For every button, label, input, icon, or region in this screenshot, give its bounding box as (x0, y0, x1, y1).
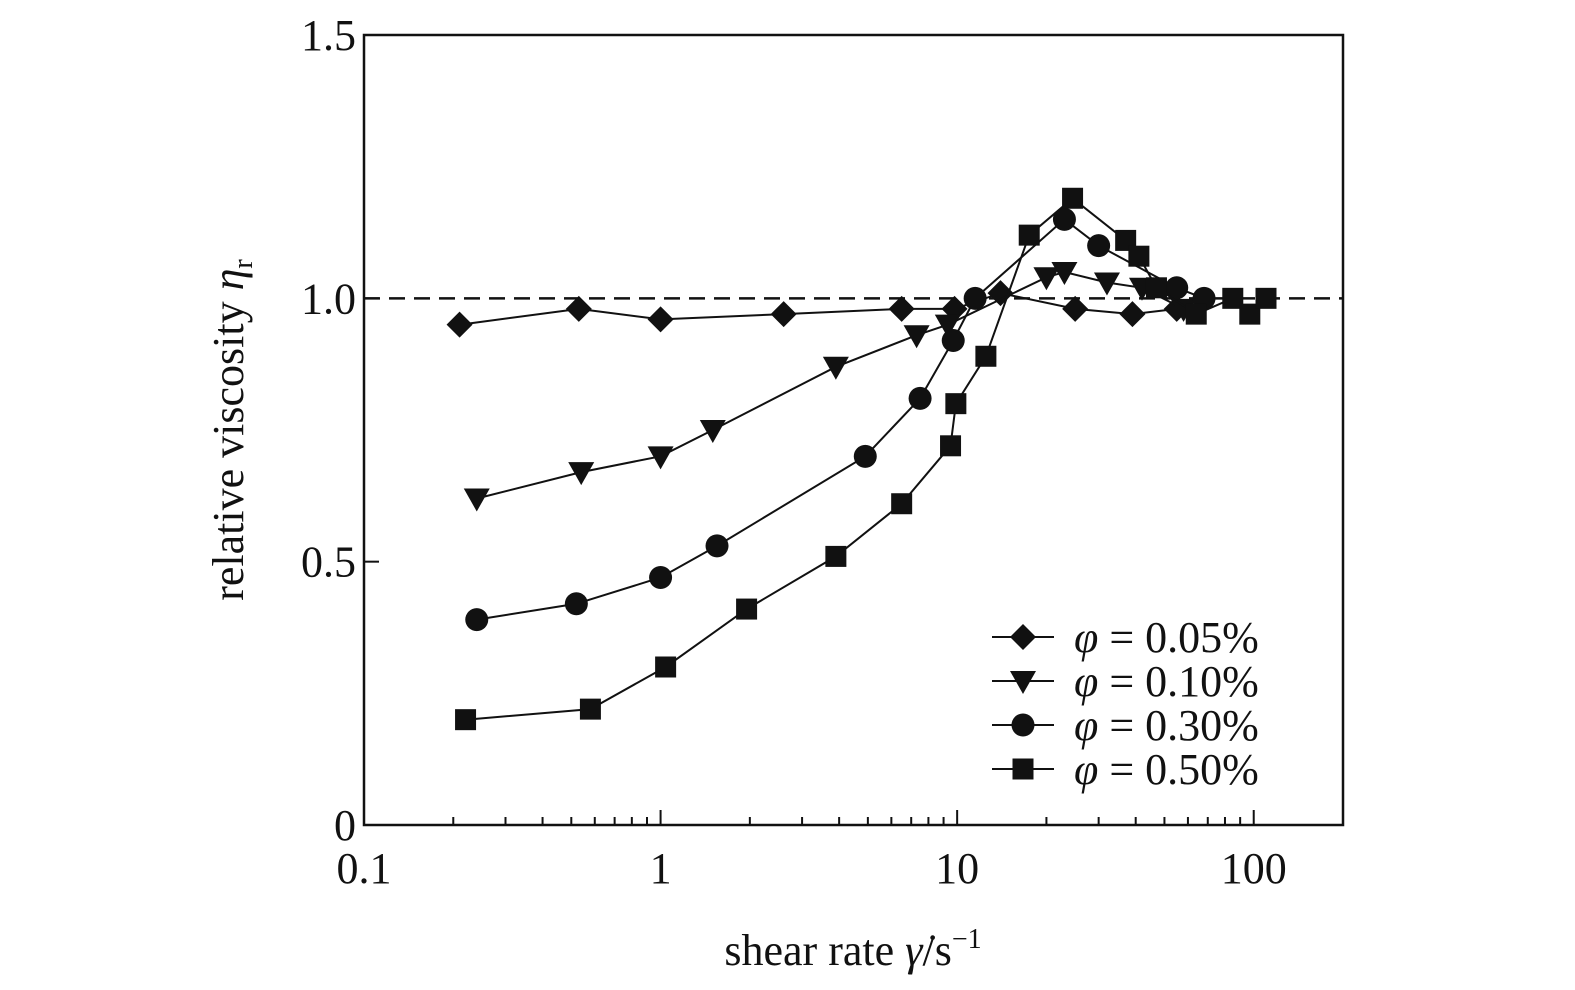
y-tick-label: 0 (334, 801, 356, 850)
x-minor-ticks (452, 817, 1242, 825)
data-point (891, 493, 913, 515)
y-tick-label: 1.0 (301, 274, 356, 323)
data-point (1128, 245, 1150, 267)
data-point (568, 462, 595, 486)
data-point (655, 656, 677, 678)
data-point (1255, 287, 1277, 309)
data-point (888, 295, 915, 322)
series-circle (465, 207, 1216, 632)
x-axis-label: shear rate γ̇/s−1 (724, 924, 981, 975)
legend-marker (1010, 624, 1036, 650)
legend-symbol: φ (1074, 613, 1098, 662)
data-point (770, 301, 797, 328)
data-point (963, 286, 987, 310)
x-axis-label-sup: −1 (952, 924, 982, 955)
data-point (647, 306, 674, 333)
data-point (1185, 303, 1207, 325)
data-point (825, 545, 847, 567)
data-point (446, 311, 473, 338)
series-triangle-down (463, 262, 1197, 512)
y-tick-label: 1.5 (301, 11, 356, 60)
x-tick-label: 100 (1221, 844, 1287, 893)
data-point (1051, 262, 1078, 285)
legend-item: φ = 0.50% (992, 745, 1259, 794)
data-point (1087, 234, 1111, 258)
data-point (649, 565, 673, 589)
x-tick-label: 1 (650, 844, 672, 893)
data-point (1033, 267, 1060, 291)
data-point (699, 420, 726, 443)
data-point (1145, 277, 1167, 299)
series-line (476, 218, 1205, 621)
data-point (455, 709, 477, 731)
y-axis-label: relative viscosity ηr (204, 259, 259, 601)
x-tick-label: 0.1 (337, 844, 392, 893)
legend-item: φ = 0.30% (992, 701, 1259, 750)
plot-frame (362, 33, 1345, 827)
y-axis-label-symbol: η (204, 269, 253, 291)
data-point (945, 393, 967, 415)
legend-marker (1011, 713, 1035, 737)
series-line (459, 292, 1177, 326)
legend-label: φ = 0.50% (1074, 745, 1259, 794)
data-point (1115, 229, 1137, 251)
data-point (1239, 303, 1261, 325)
legend-symbol: φ (1074, 701, 1098, 750)
legend-value: = 0.05% (1098, 613, 1258, 662)
data-point (822, 356, 849, 380)
data-point (934, 314, 961, 338)
data-point (565, 295, 592, 322)
data-point (1222, 287, 1244, 309)
data-point (940, 435, 962, 457)
data-point (975, 345, 997, 367)
legend-label: φ = 0.05% (1074, 613, 1259, 662)
major-ticks (363, 34, 1255, 826)
x-axis-label-main: shear rate (724, 926, 905, 975)
legend-label: φ = 0.30% (1074, 701, 1259, 750)
data-point (1052, 207, 1076, 231)
data-point (1165, 276, 1189, 300)
series-square (455, 187, 1277, 731)
data-point (564, 592, 588, 616)
x-axis-label-unit: /s (922, 926, 951, 975)
data-point (647, 446, 674, 470)
legend-value: = 0.50% (1098, 745, 1258, 794)
legend-symbol: φ (1074, 657, 1098, 706)
data-point (1062, 295, 1089, 322)
legend-marker (1012, 758, 1034, 780)
data-point (903, 325, 930, 349)
x-tick-label: 10 (935, 844, 979, 893)
data-point (705, 534, 729, 558)
data-point (1018, 224, 1040, 246)
legend-value: = 0.10% (1098, 657, 1258, 706)
series-layer (446, 187, 1277, 731)
data-point (1119, 301, 1146, 328)
legend-label: φ = 0.10% (1074, 657, 1259, 706)
data-point (1062, 187, 1084, 209)
series-diamond (446, 280, 1190, 338)
data-point (1093, 272, 1120, 296)
data-point (941, 328, 965, 352)
data-point (465, 608, 489, 632)
y-axis-label-sub: r (228, 259, 259, 269)
legend-item: φ = 0.10% (992, 657, 1259, 706)
tick-labels: 0.1 1 10 100 0 0.5 1.0 1.5 (301, 11, 1287, 893)
data-point (853, 444, 877, 468)
legend-symbol: φ (1074, 745, 1098, 794)
data-point (463, 488, 490, 512)
legend-value: = 0.30% (1098, 701, 1258, 750)
y-axis-label-main: relative viscosity (204, 290, 253, 600)
data-point (908, 386, 932, 410)
data-point (579, 698, 601, 720)
data-point (736, 598, 758, 620)
y-tick-label: 0.5 (301, 538, 356, 587)
legend: φ = 0.05%φ = 0.10%φ = 0.30%φ = 0.50% (992, 613, 1259, 794)
legend-marker (1010, 671, 1036, 694)
legend-item: φ = 0.05% (992, 613, 1259, 662)
